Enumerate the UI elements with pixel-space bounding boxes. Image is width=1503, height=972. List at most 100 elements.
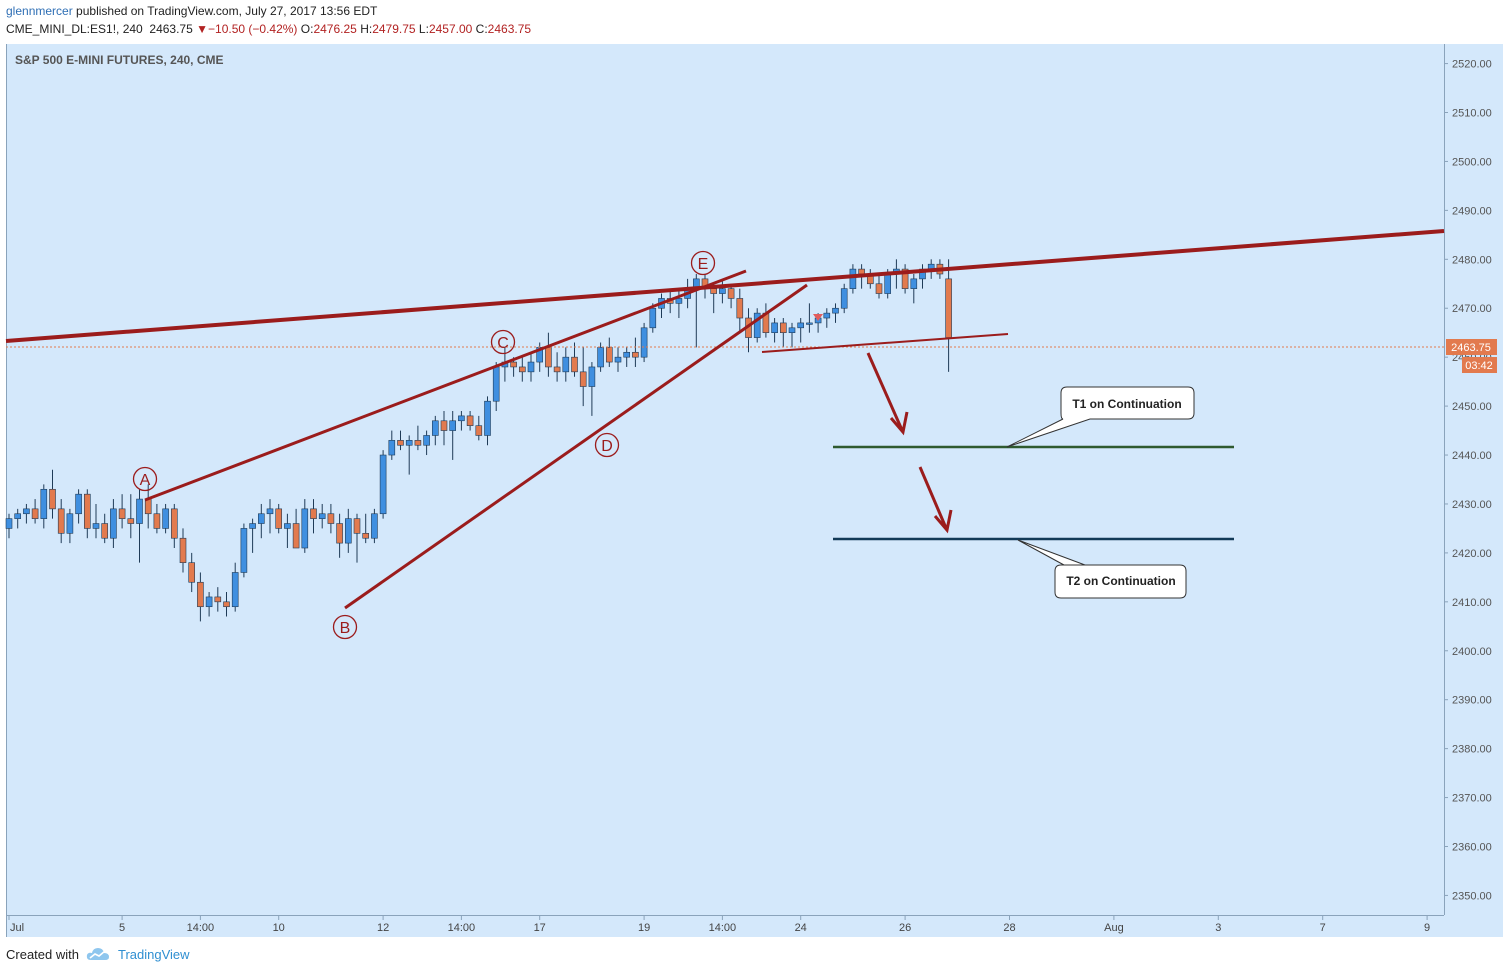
x-tick-label: Aug — [1104, 922, 1124, 934]
candle-body — [136, 498, 143, 524]
candle-body — [31, 508, 39, 519]
candle-body — [223, 601, 230, 608]
y-tick-label: 2430.00 — [1452, 499, 1492, 511]
candle-body — [414, 440, 422, 446]
x-tick-label: 14:00 — [709, 922, 737, 934]
candle-body — [57, 508, 65, 534]
candle-body — [205, 596, 213, 608]
x-tick-label: 28 — [1003, 922, 1015, 934]
candle-body — [5, 518, 13, 529]
x-tick-label: 7 — [1320, 922, 1326, 934]
candle-body — [344, 518, 352, 544]
price-chart[interactable]: S&P 500 E-MINI FUTURES, 240, CME 2520.00… — [0, 44, 1503, 937]
y-tick-label: 2400.00 — [1452, 646, 1492, 658]
wedge-upper-line[interactable] — [144, 269, 747, 502]
candle-body — [910, 278, 918, 289]
time-axis-background[interactable] — [6, 915, 1503, 937]
candle-body — [431, 420, 439, 436]
publish-info: published on TradingView.com, July 27, 2… — [76, 4, 378, 18]
candle-body — [101, 523, 108, 539]
candle-body — [623, 351, 631, 358]
y-tick-label: 2520.00 — [1452, 59, 1492, 71]
upper-resistance-line[interactable] — [5, 229, 1445, 343]
x-tick-label: 9 — [1424, 922, 1430, 934]
candle-body — [458, 415, 465, 422]
x-tick-label: 19 — [638, 922, 650, 934]
tradingview-link[interactable]: TradingView — [118, 947, 190, 962]
candle-body — [284, 523, 291, 529]
low-label: L: — [418, 22, 429, 36]
t2-callout-box[interactable] — [1017, 539, 1187, 599]
y-tick-label: 2370.00 — [1452, 793, 1492, 805]
candle-body — [40, 488, 48, 519]
y-tick-label: 2500.00 — [1452, 156, 1492, 168]
candle-body — [423, 435, 430, 446]
sell-signal-icon — [813, 314, 823, 321]
candle-body — [797, 322, 805, 329]
label-b-circle — [332, 614, 358, 640]
candle-body — [518, 366, 526, 373]
y-tick-label: 2440.00 — [1452, 450, 1492, 462]
candle-body — [832, 307, 839, 314]
candle-body — [823, 312, 831, 319]
candle-body — [92, 523, 100, 529]
candle-body — [571, 356, 578, 373]
x-tick-label: 14:00 — [187, 922, 215, 934]
price-change: −10.50 (−0.42%) — [208, 22, 298, 36]
candle-body — [118, 508, 126, 519]
y-tick-label: 2420.00 — [1452, 548, 1492, 560]
candle-body — [397, 440, 404, 446]
y-tick-label: 2360.00 — [1452, 841, 1492, 853]
target-annotations[interactable]: T1 on Continuation T2 on Continuation — [833, 386, 1234, 599]
y-tick-label: 2490.00 — [1452, 205, 1492, 217]
candle-body — [240, 528, 248, 573]
symbol-label: CME_MINI_DL:ES1!, 240 — [6, 22, 143, 36]
candle-body — [727, 288, 735, 299]
candle-body — [23, 508, 30, 515]
trendlines[interactable] — [5, 229, 1445, 610]
candle-body — [171, 508, 178, 539]
candle-body — [353, 518, 361, 534]
author-link[interactable]: glennmercer — [6, 4, 73, 18]
label-a: A — [140, 472, 151, 489]
candle-body — [510, 361, 517, 368]
label-a-circle — [132, 466, 158, 492]
t1-callout-box[interactable] — [1006, 386, 1195, 448]
chart-title: S&P 500 E-MINI FUTURES, 240, CME — [15, 53, 224, 67]
support-line[interactable] — [761, 333, 1009, 353]
candle-body — [788, 327, 796, 334]
candle-body — [849, 268, 857, 289]
label-e-circle — [690, 250, 716, 276]
created-with-text: Created with — [6, 947, 79, 962]
wedge-lower-line[interactable] — [344, 283, 808, 610]
x-tick-label: 10 — [273, 922, 285, 934]
high-label: H: — [360, 22, 373, 36]
label-c-circle — [490, 329, 516, 355]
label-d: D — [601, 438, 613, 455]
candle-body — [710, 288, 718, 294]
y-tick-label: 2510.00 — [1452, 108, 1492, 120]
last-price: 2463.75 — [149, 22, 193, 36]
label-b: B — [340, 620, 351, 637]
t1-label: T1 on Continuation — [1072, 397, 1181, 411]
down-arrow-1[interactable] — [866, 352, 909, 436]
label-e: E — [698, 256, 709, 273]
candle-body — [466, 415, 474, 426]
candle-body — [632, 351, 639, 358]
candle-body — [362, 533, 370, 539]
candle-body — [379, 454, 387, 515]
candle-body — [779, 322, 787, 334]
x-tick-label: 3 — [1215, 922, 1221, 934]
down-arrow-2[interactable] — [918, 466, 953, 534]
candle-body — [858, 268, 865, 275]
down-arrow-icon: ▼ — [196, 22, 209, 36]
price-axis-background[interactable] — [1444, 44, 1503, 915]
candle-body — [388, 440, 396, 456]
x-tick-label: 24 — [795, 922, 807, 934]
candle-body — [579, 371, 587, 387]
x-tick-label: 26 — [899, 922, 911, 934]
candle-body — [884, 273, 892, 294]
close-value: 2463.75 — [487, 22, 532, 36]
open-label: O: — [300, 22, 314, 36]
candle-body — [318, 513, 326, 519]
